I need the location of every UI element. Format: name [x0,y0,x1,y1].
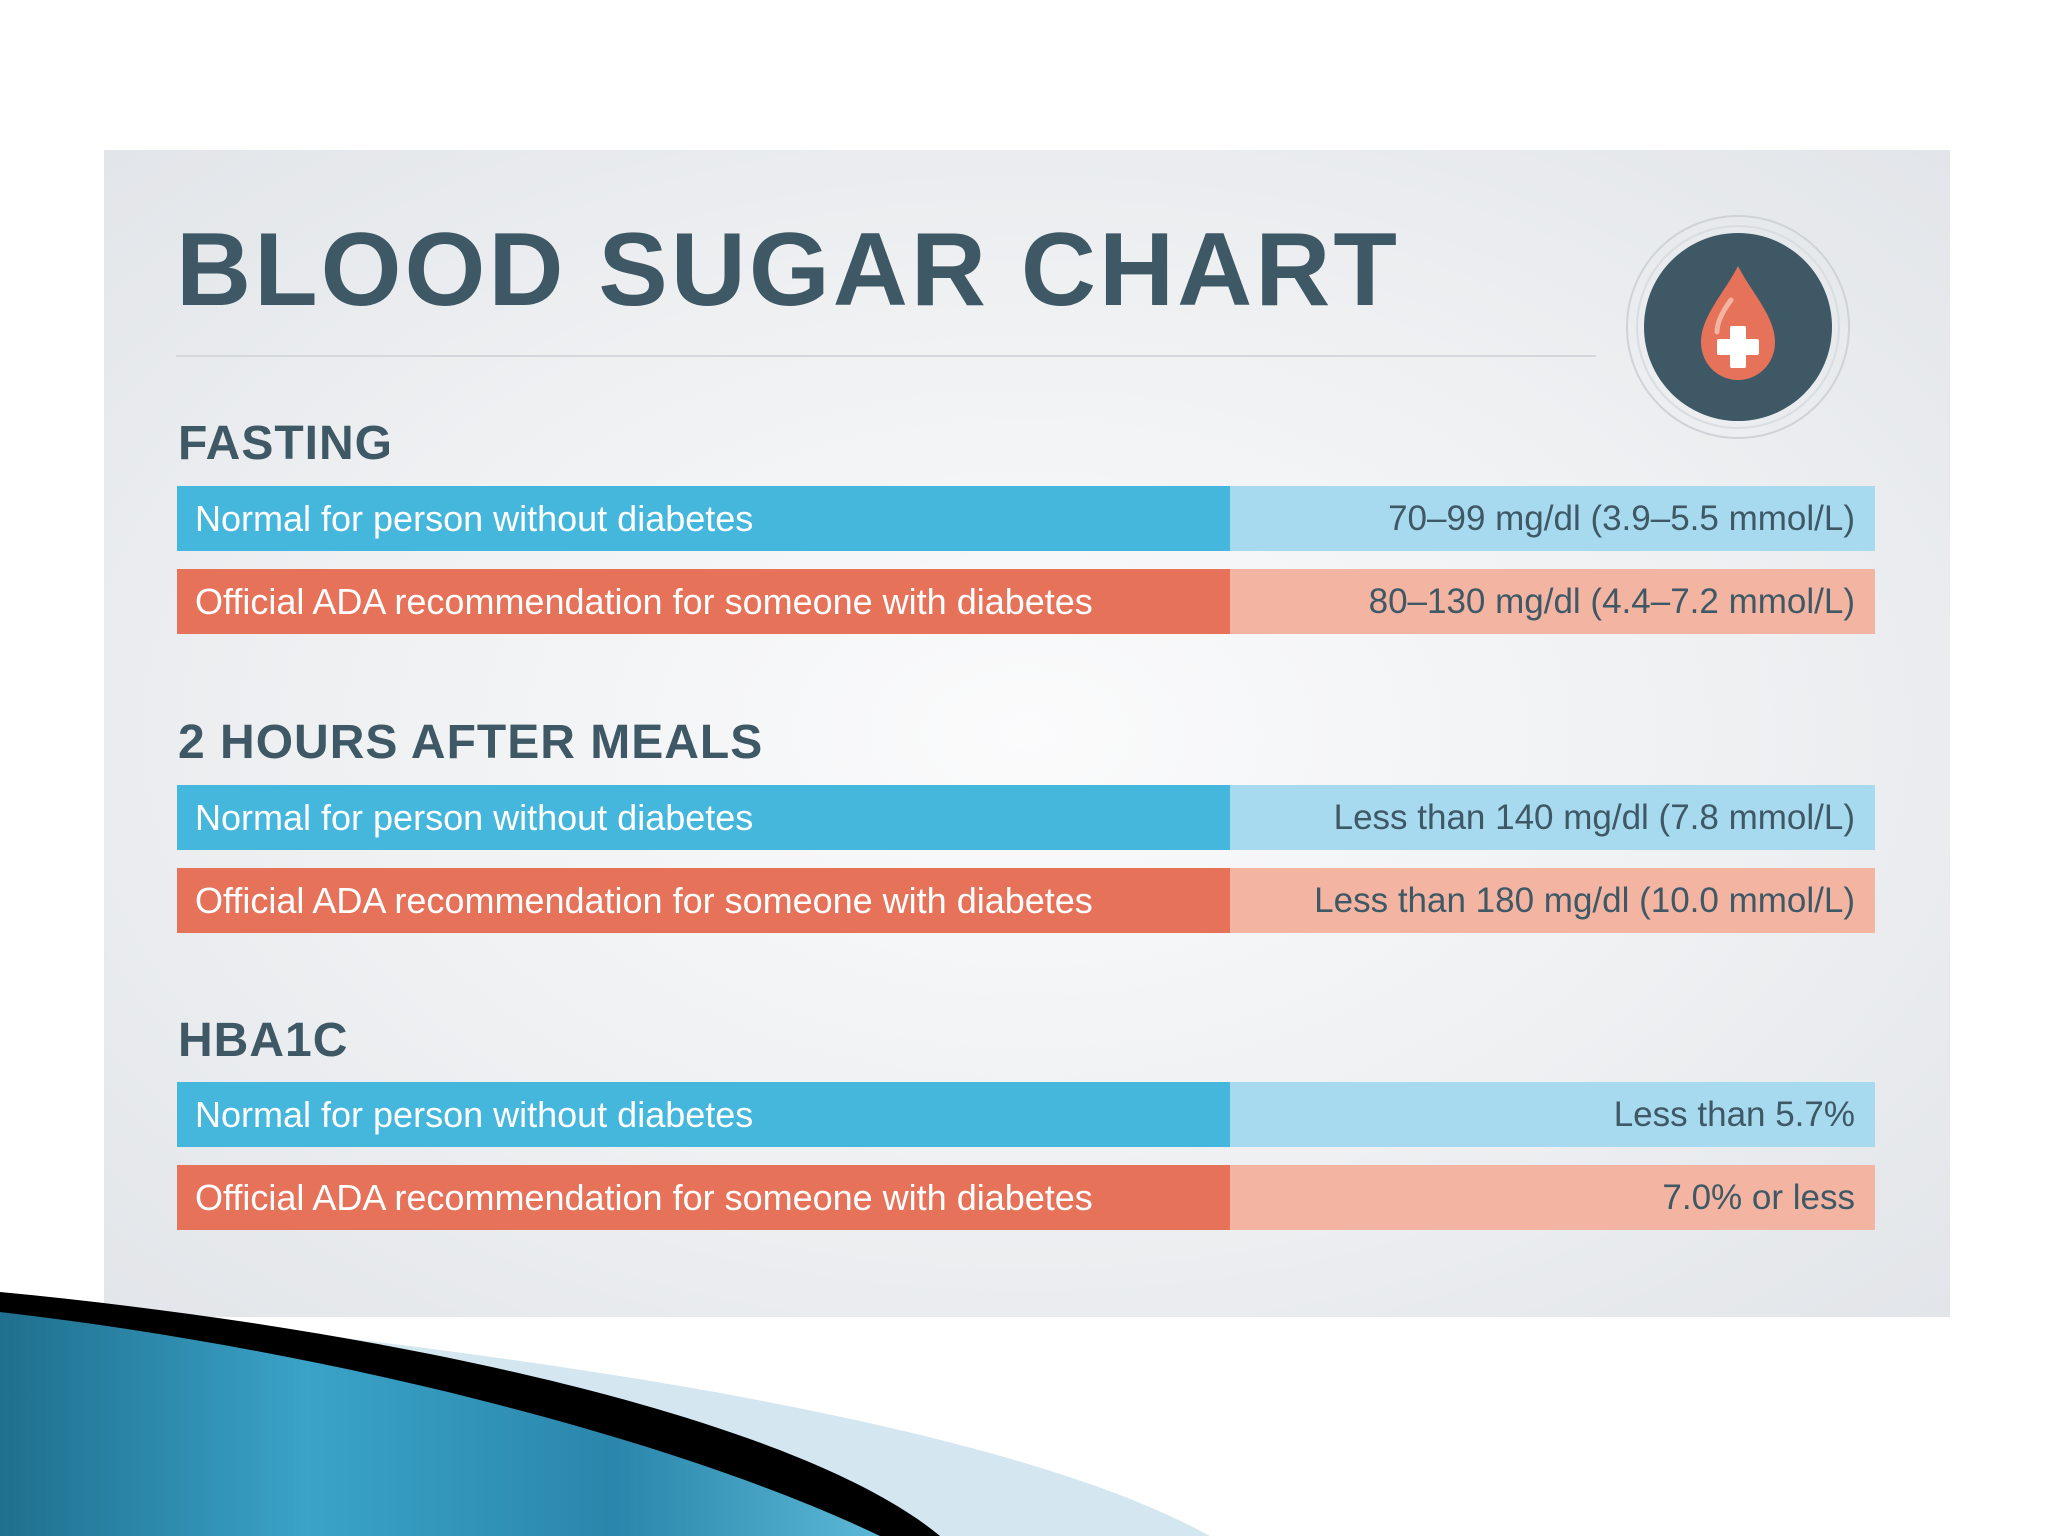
section-heading-after-meals: 2 HOURS AFTER MEALS [178,716,764,769]
row-label: Normal for person without diabetes [177,1082,1230,1147]
row-label: Normal for person without diabetes [177,785,1230,850]
row-value: Less than 5.7% [1230,1082,1875,1147]
blood-drop-plus-icon [1625,214,1851,440]
row-label: Official ADA recommendation for someone … [177,868,1230,933]
hba1c-normal-row: Normal for person without diabetes Less … [177,1082,1875,1147]
row-value: Less than 180 mg/dl (10.0 mmol/L) [1230,868,1875,933]
row-label: Normal for person without diabetes [177,486,1230,551]
row-value: 7.0% or less [1230,1165,1875,1230]
row-value: 80–130 mg/dl (4.4–7.2 mmol/L) [1230,569,1875,634]
row-label: Official ADA recommendation for someone … [177,1165,1230,1230]
blood-sugar-chart-card: BLOOD SUGAR CHART FASTING Normal for per… [104,150,1950,1317]
section-heading-hba1c: HBA1C [178,1014,349,1067]
section-heading-fasting: FASTING [178,417,394,470]
chart-title: BLOOD SUGAR CHART [176,212,1400,328]
fasting-normal-row: Normal for person without diabetes 70–99… [177,486,1875,551]
hba1c-ada-row: Official ADA recommendation for someone … [177,1165,1875,1230]
row-label: Official ADA recommendation for someone … [177,569,1230,634]
title-divider [176,355,1596,357]
fasting-ada-row: Official ADA recommendation for someone … [177,569,1875,634]
row-value: 70–99 mg/dl (3.9–5.5 mmol/L) [1230,486,1875,551]
row-value: Less than 140 mg/dl (7.8 mmol/L) [1230,785,1875,850]
after-meals-normal-row: Normal for person without diabetes Less … [177,785,1875,850]
after-meals-ada-row: Official ADA recommendation for someone … [177,868,1875,933]
